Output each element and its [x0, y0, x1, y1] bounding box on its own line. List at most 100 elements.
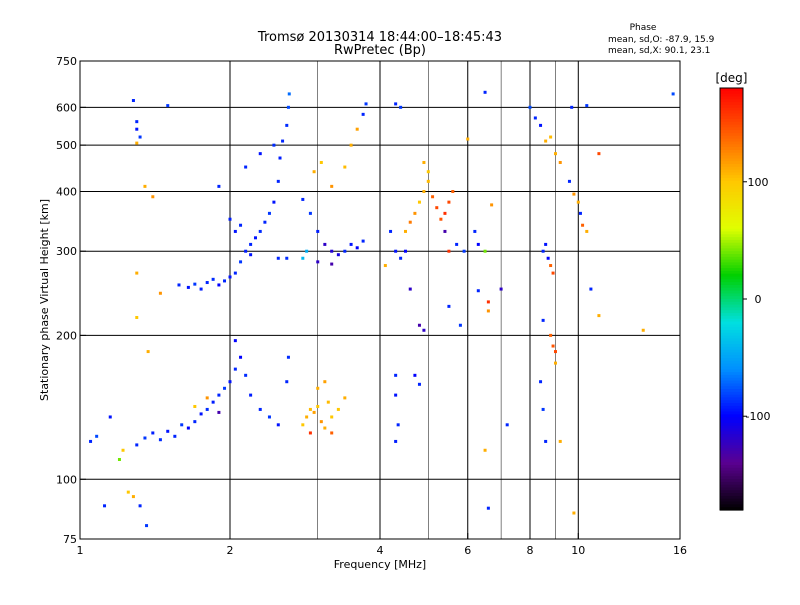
data-point — [228, 217, 232, 221]
colorbar-segment — [720, 369, 743, 373]
data-point — [422, 189, 426, 193]
colorbar-segment — [720, 422, 743, 427]
colorbar-segment — [720, 434, 743, 438]
data-point — [89, 439, 93, 443]
colorbar-segment — [720, 102, 743, 106]
colorbar-segment — [720, 107, 743, 112]
grid-layer — [79, 61, 681, 539]
data-point — [336, 253, 340, 257]
data-point — [308, 211, 312, 215]
colorbar-segment — [720, 130, 743, 134]
data-point — [585, 229, 589, 233]
data-point — [244, 249, 248, 253]
colorbar-segment — [720, 270, 743, 275]
y-tick-label: 75 — [63, 533, 77, 546]
data-point — [447, 249, 451, 253]
colorbar-segment — [720, 253, 743, 258]
data-point — [408, 287, 412, 291]
data-point — [567, 179, 571, 183]
x-tick-label: 8 — [527, 544, 534, 557]
colorbar-segment — [720, 245, 743, 249]
colorbar-segment — [720, 352, 743, 356]
data-point — [558, 160, 562, 164]
data-point — [173, 434, 177, 438]
data-point — [193, 282, 197, 286]
data-point — [233, 271, 237, 275]
x-tick-label: 4 — [377, 544, 384, 557]
data-point — [486, 506, 490, 510]
data-point — [431, 195, 435, 199]
colorbar-segment — [720, 284, 743, 289]
data-point — [483, 90, 487, 94]
data-point — [572, 192, 576, 196]
data-point — [217, 393, 221, 397]
data-point — [528, 105, 532, 109]
data-point — [135, 120, 139, 124]
colorbar-segment — [720, 307, 743, 311]
colorbar-segment — [720, 467, 743, 472]
data-point — [422, 328, 426, 332]
colorbar-segment — [720, 161, 743, 165]
data-point — [135, 271, 139, 275]
data-point — [308, 407, 312, 411]
data-point — [394, 249, 398, 253]
colorbar-segment — [720, 394, 743, 399]
data-point — [180, 423, 184, 427]
data-point — [476, 242, 480, 246]
colorbar-segment — [720, 462, 743, 466]
colorbar-segment — [720, 400, 743, 404]
data-point — [143, 184, 147, 188]
colorbar-segment — [720, 90, 743, 95]
colorbar-segment — [720, 152, 743, 157]
colorbar-segment — [720, 329, 743, 334]
colorbar-segment — [720, 276, 743, 280]
data-point — [131, 495, 135, 499]
data-point — [671, 92, 675, 96]
data-point — [544, 242, 548, 246]
colorbar-segment — [720, 256, 743, 261]
data-point — [258, 229, 262, 233]
data-point — [286, 355, 290, 359]
data-point — [258, 152, 262, 156]
y-axis-label: Stationary phase Virtual Height [km] — [38, 199, 51, 401]
data-point — [308, 431, 312, 435]
data-point — [413, 211, 417, 215]
colorbar-segment — [720, 237, 743, 241]
colorbar-segment — [720, 344, 743, 348]
data-point — [473, 229, 477, 233]
colorbar-segment — [720, 355, 743, 359]
data-point — [553, 152, 557, 156]
colorbar-tick-label: 100 — [748, 176, 769, 189]
data-point — [301, 423, 305, 427]
data-point — [143, 436, 147, 440]
colorbar-segment — [720, 445, 743, 449]
data-point — [258, 407, 262, 411]
data-point — [330, 249, 334, 253]
data-point — [553, 361, 557, 365]
data-point — [578, 211, 582, 215]
x-tick-label: 1 — [77, 544, 84, 557]
data-point — [544, 139, 548, 143]
colorbar-segment — [720, 321, 743, 325]
colorbar-segment — [720, 169, 743, 173]
data-point — [286, 105, 290, 109]
colorbar-segment — [720, 487, 743, 491]
data-point — [426, 170, 430, 174]
colorbar-segment — [720, 290, 743, 294]
data-point — [312, 410, 316, 414]
colorbar-segment — [720, 507, 743, 511]
colorbar-segment — [720, 135, 743, 140]
data-point — [499, 287, 503, 291]
x-axis-label: Frequency [MHz] — [334, 558, 426, 571]
colorbar-segment — [720, 293, 743, 297]
colorbar-segment — [720, 380, 743, 384]
data-point — [447, 200, 451, 204]
data-point — [305, 249, 309, 253]
colorbar-segment — [720, 310, 743, 314]
data-point — [330, 415, 334, 419]
data-point — [349, 242, 353, 246]
data-point — [558, 439, 562, 443]
data-point — [319, 160, 323, 164]
data-point — [336, 407, 340, 411]
data-point — [285, 380, 289, 384]
